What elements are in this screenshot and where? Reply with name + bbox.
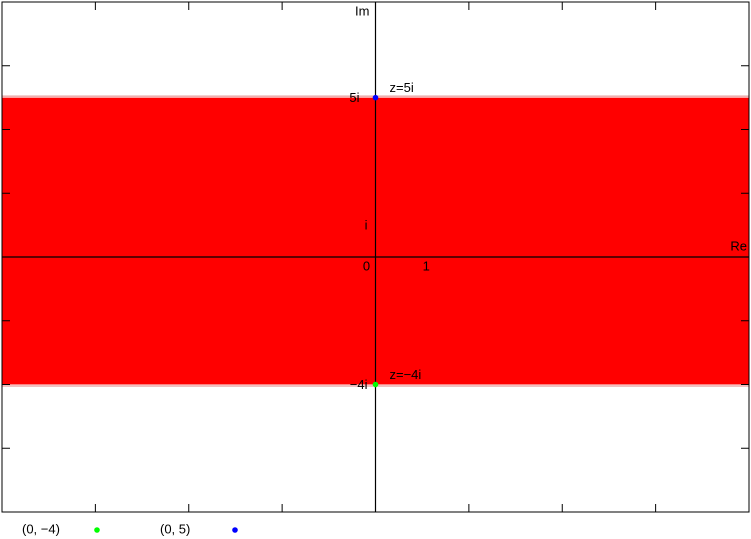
y-value-label: i	[365, 218, 368, 233]
legend-marker	[232, 527, 238, 533]
y-axis-label: Im	[355, 3, 369, 18]
point-label: z=−4i	[390, 367, 422, 382]
x-axis-label: Re	[730, 238, 747, 253]
point	[372, 381, 379, 388]
legend-label: (0, −4)	[22, 521, 60, 536]
point	[372, 94, 379, 101]
y-value-label: 5i	[349, 90, 359, 105]
x-value-label: 0	[363, 258, 370, 273]
y-value-label: −4i	[350, 377, 368, 392]
point-label: z=5i	[390, 80, 414, 95]
legend-marker	[94, 527, 100, 533]
legend-label: (0, 5)	[160, 521, 190, 536]
x-value-label: 1	[423, 258, 430, 273]
